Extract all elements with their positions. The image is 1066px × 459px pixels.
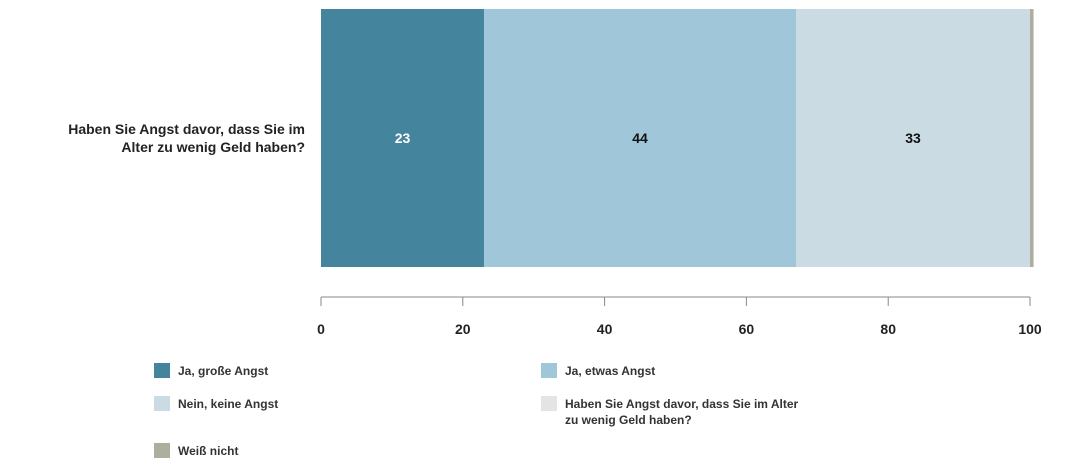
legend-item: Ja, etwas Angst: [541, 363, 655, 378]
x-tick-label: 0: [317, 321, 325, 337]
x-tick-label: 20: [455, 321, 471, 337]
category-label-line: Haben Sie Angst davor, dass Sie im: [68, 121, 305, 137]
legend-label-line: Ja, große Angst: [178, 364, 268, 378]
legend-label: Weiß nicht: [178, 444, 238, 458]
legend-label-line: Haben Sie Angst davor, dass Sie im Alter: [565, 397, 799, 411]
legend-label: Haben Sie Angst davor, dass Sie im Alter…: [565, 397, 799, 427]
legend-swatch: [154, 363, 170, 378]
legend-label: Ja, etwas Angst: [565, 364, 655, 378]
legend-item: Haben Sie Angst davor, dass Sie im Alter…: [541, 396, 799, 427]
legend-item: Ja, große Angst: [154, 363, 268, 378]
category-labels: Haben Sie Angst davor, dass Sie im Alter …: [68, 121, 305, 155]
legend: Ja, große Angst Ja, etwas Angst Nein, kein…: [154, 363, 799, 458]
legend-swatch: [154, 396, 170, 411]
bars: 23 44 33: [321, 9, 1034, 267]
legend-label-line: Ja, etwas Angst: [565, 364, 655, 378]
legend-item: Weiß nicht: [154, 443, 238, 458]
x-axis: 0 20 40 60 80 100: [317, 296, 1042, 337]
bar-segment: [796, 9, 1030, 267]
legend-swatch: [541, 396, 557, 411]
bar-value-label: 44: [632, 130, 648, 146]
legend-swatch: [154, 443, 170, 458]
x-tick-label: 100: [1018, 321, 1042, 337]
bar-segment: [321, 9, 485, 267]
x-tick-label: 60: [739, 321, 755, 337]
legend-swatch: [541, 363, 557, 378]
category-label-line: Alter zu wenig Geld haben?: [121, 139, 305, 155]
bar-value-label: 33: [905, 130, 921, 146]
x-tick-label: 40: [597, 321, 613, 337]
legend-label-line: Weiß nicht: [178, 444, 238, 458]
legend-label: Nein, keine Angst: [178, 397, 278, 411]
bar-segment: [1030, 9, 1034, 267]
legend-item: Nein, keine Angst: [154, 396, 278, 411]
legend-label-line: Nein, keine Angst: [178, 397, 278, 411]
bar-value-label: 23: [395, 130, 411, 146]
x-tick-label: 80: [880, 321, 896, 337]
legend-label-line: zu wenig Geld haben?: [565, 413, 692, 427]
bar-segment: [484, 9, 797, 267]
category-label: Haben Sie Angst davor, dass Sie im Alter …: [68, 121, 305, 155]
legend-label: Ja, große Angst: [178, 364, 268, 378]
